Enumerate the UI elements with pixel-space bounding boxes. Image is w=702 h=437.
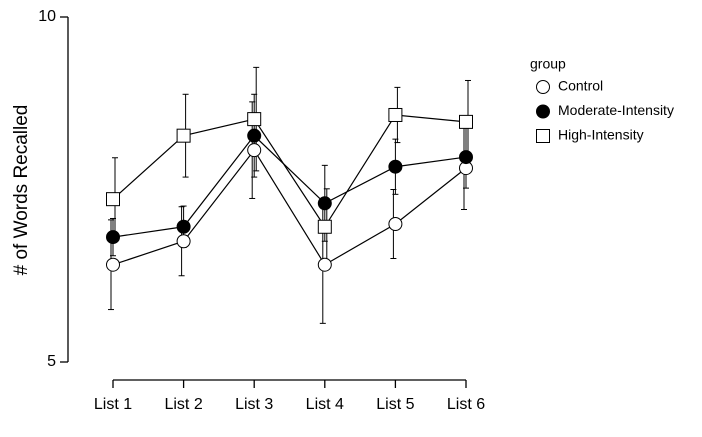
x-tick-label: List 3 — [235, 396, 273, 413]
y-axis-label: # of Words Recalled — [11, 105, 32, 276]
legend-title: group — [530, 56, 566, 72]
data-point — [247, 143, 262, 158]
x-tick-label: List 4 — [306, 396, 344, 413]
series-line — [112, 134, 467, 238]
data-point — [176, 128, 191, 143]
data-point — [106, 257, 120, 272]
data-point — [247, 128, 262, 143]
series-line — [112, 149, 467, 266]
data-point — [459, 150, 473, 165]
x-tick-label: List 6 — [447, 396, 485, 413]
data-point — [388, 217, 403, 231]
legend-label: High-Intensity — [558, 127, 644, 143]
x-tick-label: List 5 — [376, 396, 414, 413]
series-line — [112, 114, 467, 228]
data-point — [459, 114, 473, 129]
data-point — [106, 192, 120, 207]
data-point — [247, 112, 262, 127]
y-tick-label: 5 — [47, 353, 56, 370]
legend-marker — [536, 104, 550, 119]
data-point — [317, 196, 332, 211]
x-tick-label: List 1 — [94, 396, 132, 413]
legend-marker — [536, 129, 550, 143]
x-tick-label: List 2 — [164, 396, 202, 413]
data-point — [388, 107, 403, 122]
data-point — [317, 219, 332, 234]
data-point — [176, 234, 191, 249]
data-point — [176, 219, 191, 234]
data-point — [106, 230, 120, 245]
data-point — [317, 257, 332, 272]
y-tick-label: 10 — [38, 8, 56, 25]
legend-label: Moderate-Intensity — [558, 102, 674, 118]
data-point — [388, 159, 403, 174]
legend-marker — [536, 80, 550, 94]
legend-label: Control — [558, 78, 603, 94]
